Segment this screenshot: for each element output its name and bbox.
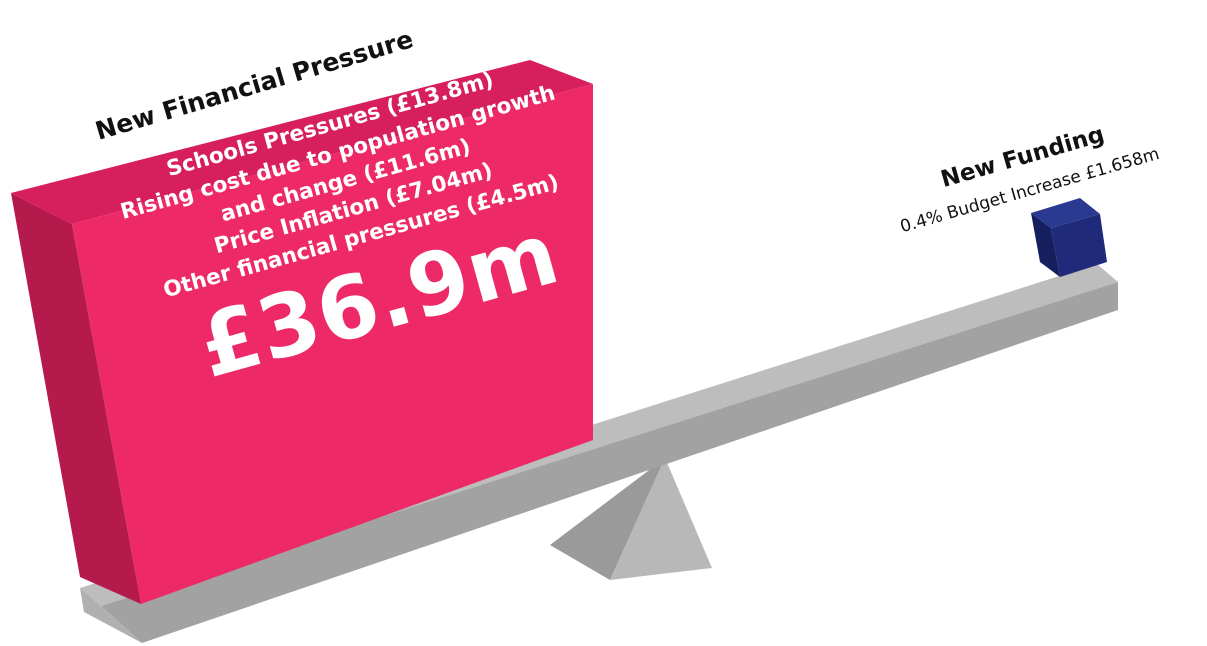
funding-cube (1031, 198, 1107, 277)
pressure-block (11, 60, 593, 604)
fulcrum (550, 458, 712, 580)
